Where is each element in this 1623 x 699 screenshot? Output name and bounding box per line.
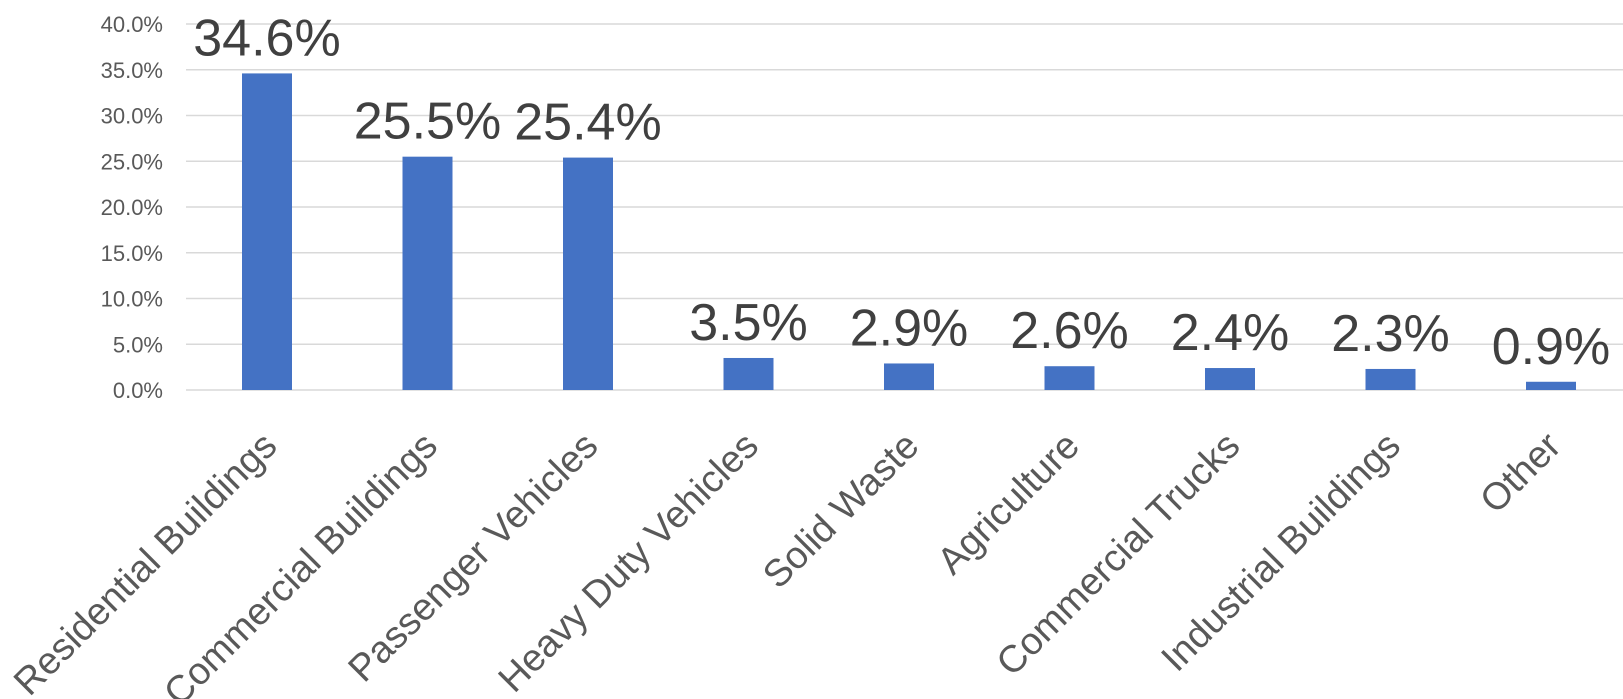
bar — [1365, 368, 1416, 390]
data-label: 2.4% — [1171, 304, 1290, 362]
bar — [242, 73, 292, 390]
data-label: 34.6% — [193, 9, 340, 67]
y-tick-label: 40.0% — [101, 12, 163, 37]
data-labels: 34.6%25.5% 25.4% 3.5% 2.9% 2.6% 2.4% 2.3% 0.9% — [193, 9, 1610, 375]
x-tick-label: Other — [1472, 424, 1569, 521]
x-tick-label: Agriculture — [930, 425, 1088, 583]
bar — [1044, 366, 1095, 390]
data-label: 2.6% — [1010, 302, 1129, 360]
data-label: 3.5% — [689, 294, 808, 352]
bars — [242, 73, 1576, 390]
y-tick-label: 20.0% — [101, 195, 163, 220]
x-tick-label: Heavy Duty Vehicles — [491, 425, 767, 699]
y-tick-label: 0.0% — [113, 378, 163, 403]
y-tick-label: 30.0% — [101, 104, 163, 129]
bar — [1526, 381, 1576, 390]
y-tick-label: 35.0% — [101, 58, 163, 83]
bar — [1205, 368, 1255, 390]
data-label: 2.3% — [1331, 305, 1450, 363]
data-label: 25.4% — [514, 94, 661, 152]
bar — [723, 357, 774, 390]
y-axis-tick-labels: 0.0% 5.0% 10.0% 15.0% 20.0% 25.0% 30.0% 35.0% 40… — [101, 12, 163, 403]
y-tick-label: 15.0% — [101, 241, 163, 266]
x-tick-label: Solid Waste — [755, 425, 927, 597]
data-label: 25.5% — [354, 93, 501, 151]
bar — [884, 363, 934, 390]
y-tick-label: 10.0% — [101, 287, 163, 312]
y-tick-label: 25.0% — [101, 149, 163, 174]
x-tick-label: Residential Buildings — [6, 425, 285, 699]
y-tick-label: 5.0% — [113, 332, 163, 357]
data-label: 0.9% — [1492, 318, 1611, 376]
data-label: 2.9% — [850, 299, 969, 357]
bar — [402, 156, 453, 390]
bar — [563, 157, 613, 390]
